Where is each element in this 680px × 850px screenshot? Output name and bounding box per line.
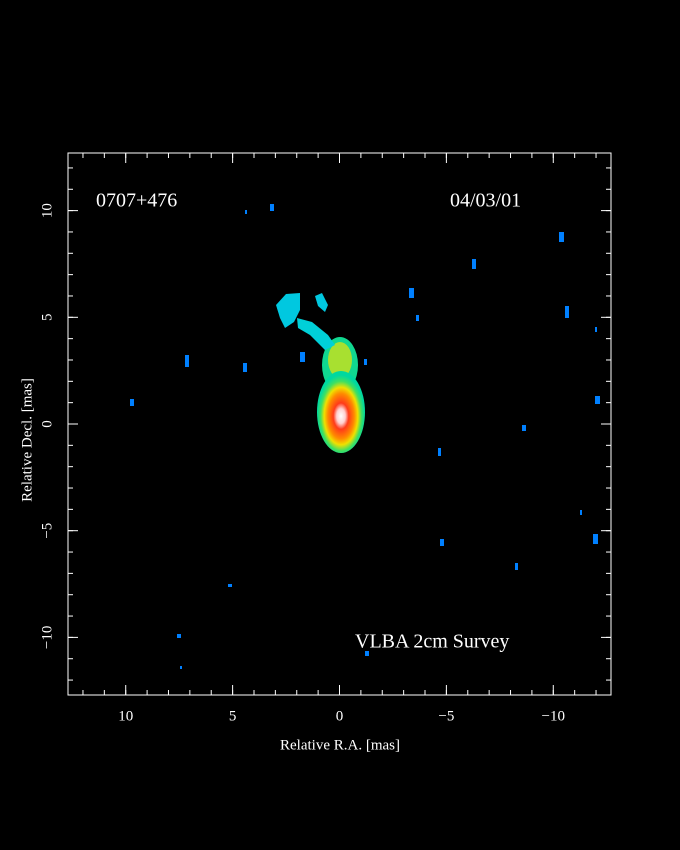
core — [317, 371, 365, 453]
annotation: VLBA 2cm Survey — [355, 631, 509, 653]
jet-base-inner — [328, 342, 352, 378]
date: 04/03/01 — [450, 190, 521, 212]
jet-knot — [276, 293, 300, 328]
y-tick-label: −10 — [39, 626, 55, 649]
jet-stream — [297, 318, 335, 350]
y-axis-label: Relative Decl. [mas] — [19, 378, 35, 502]
x-axis-label: Relative R.A. [mas] — [280, 737, 400, 753]
jet-knot — [315, 293, 328, 312]
x-tick-label: 5 — [229, 708, 237, 724]
emission — [130, 204, 600, 669]
y-tick-label: 10 — [39, 203, 55, 218]
x-tick-label: −5 — [438, 708, 454, 724]
x-tick-label: −10 — [542, 708, 565, 724]
y-tick-label: 0 — [39, 420, 55, 428]
x-tick-label: 0 — [336, 708, 344, 724]
source-name: 0707+476 — [96, 190, 177, 212]
y-tick-label: −5 — [39, 523, 55, 539]
noise-specks — [130, 204, 600, 669]
y-tick-label: 5 — [39, 314, 55, 322]
x-tick-label: 10 — [118, 708, 133, 724]
